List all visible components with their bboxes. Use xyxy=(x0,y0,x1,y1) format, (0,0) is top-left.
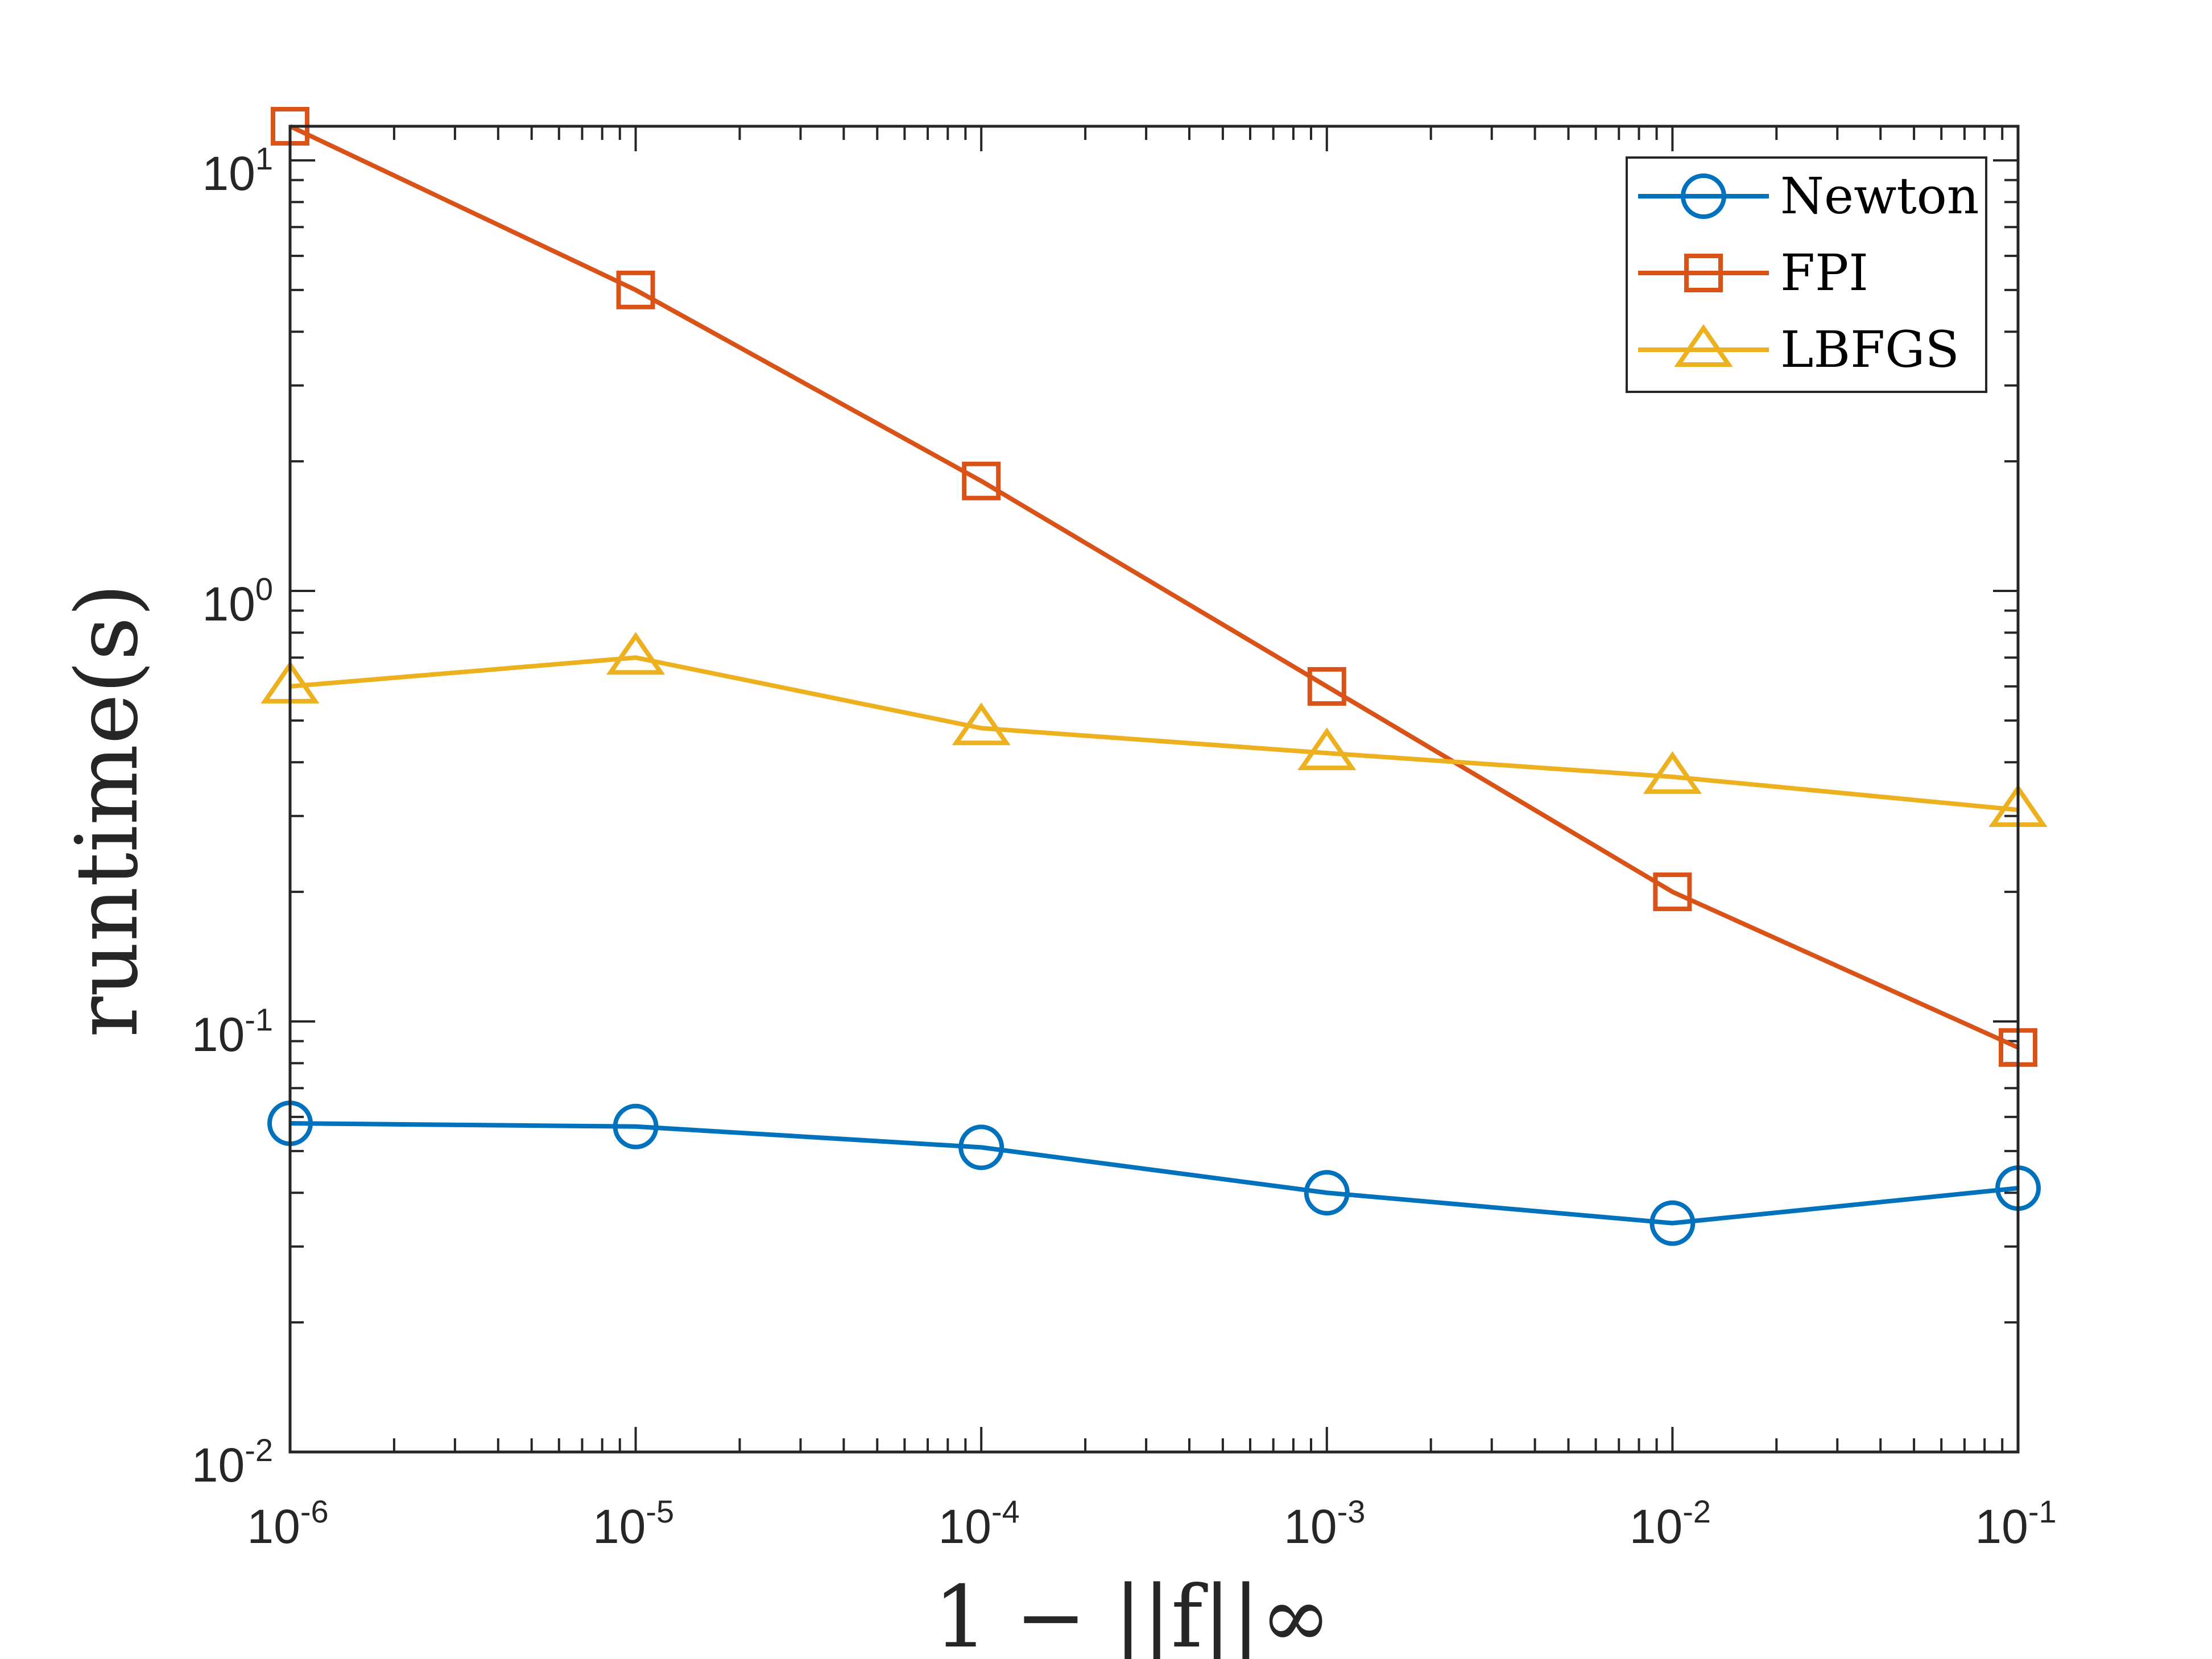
series-newton xyxy=(267,1101,2041,1246)
data-point-newton xyxy=(958,1124,1004,1170)
minor-ticks xyxy=(290,126,2018,1452)
x-axis-label: 1 − ||f||∞ xyxy=(933,1568,1331,1659)
data-point-newton xyxy=(1304,1170,1350,1216)
x-tick-label: 10-6 xyxy=(247,1493,328,1553)
series-layer xyxy=(261,107,2048,1246)
plot-frame xyxy=(288,125,2020,1454)
data-point-lbfgs xyxy=(952,702,1011,746)
data-point-fpi xyxy=(1307,667,1346,706)
data-point-lbfgs xyxy=(1643,751,1702,794)
legend: Newton FPI LBFGS xyxy=(1626,156,1987,393)
legend-marker-lbfgs xyxy=(1674,324,1733,367)
data-point-newton xyxy=(613,1103,659,1149)
legend-marker-fpi xyxy=(1684,254,1723,292)
y-tick-labels: 10-2 10-1 100 101 xyxy=(192,140,273,1492)
series-lbfgs xyxy=(261,632,2048,828)
series-line-fpi xyxy=(289,124,2019,1050)
data-point-fpi xyxy=(1653,872,1692,912)
data-point-lbfgs xyxy=(1297,727,1357,771)
data-point-fpi xyxy=(616,270,655,309)
legend-label-lbfgs: LBFGS xyxy=(1780,320,1959,379)
y-tick-label: 10-1 xyxy=(192,1002,273,1061)
series-line-lbfgs xyxy=(290,655,2019,812)
x-tick-label: 10-3 xyxy=(1284,1493,1365,1553)
x-tick-label: 10-2 xyxy=(1630,1493,1711,1553)
legend-items: Newton FPI LBFGS xyxy=(1638,167,1979,379)
x-tick-label: 10-1 xyxy=(1975,1493,2056,1553)
series-line-newton xyxy=(290,1121,2019,1226)
legend-item-lbfgs: LBFGS xyxy=(1638,320,1959,379)
x-tick-labels: 10-6 10-5 10-4 10-3 10-2 10-1 xyxy=(247,1493,2056,1553)
legend-item-newton: Newton xyxy=(1638,167,1979,225)
x-tick-label: 10-4 xyxy=(938,1493,1020,1553)
legend-item-fpi: FPI xyxy=(1638,243,1868,302)
y-tick-label: 101 xyxy=(202,140,273,200)
legend-marker-newton xyxy=(1681,173,1726,219)
x-tick-label: 10-5 xyxy=(593,1493,674,1553)
y-tick-label: 10-2 xyxy=(192,1432,273,1492)
major-ticks xyxy=(289,126,2019,1453)
legend-label-newton: Newton xyxy=(1780,167,1979,225)
y-tick-label: 100 xyxy=(202,571,273,631)
y-axis-label: runtime(s) xyxy=(58,584,157,1037)
data-point-newton xyxy=(1649,1200,1696,1246)
legend-label-fpi: FPI xyxy=(1780,243,1868,302)
data-point-lbfgs xyxy=(606,632,665,675)
data-point-fpi xyxy=(962,461,1001,500)
